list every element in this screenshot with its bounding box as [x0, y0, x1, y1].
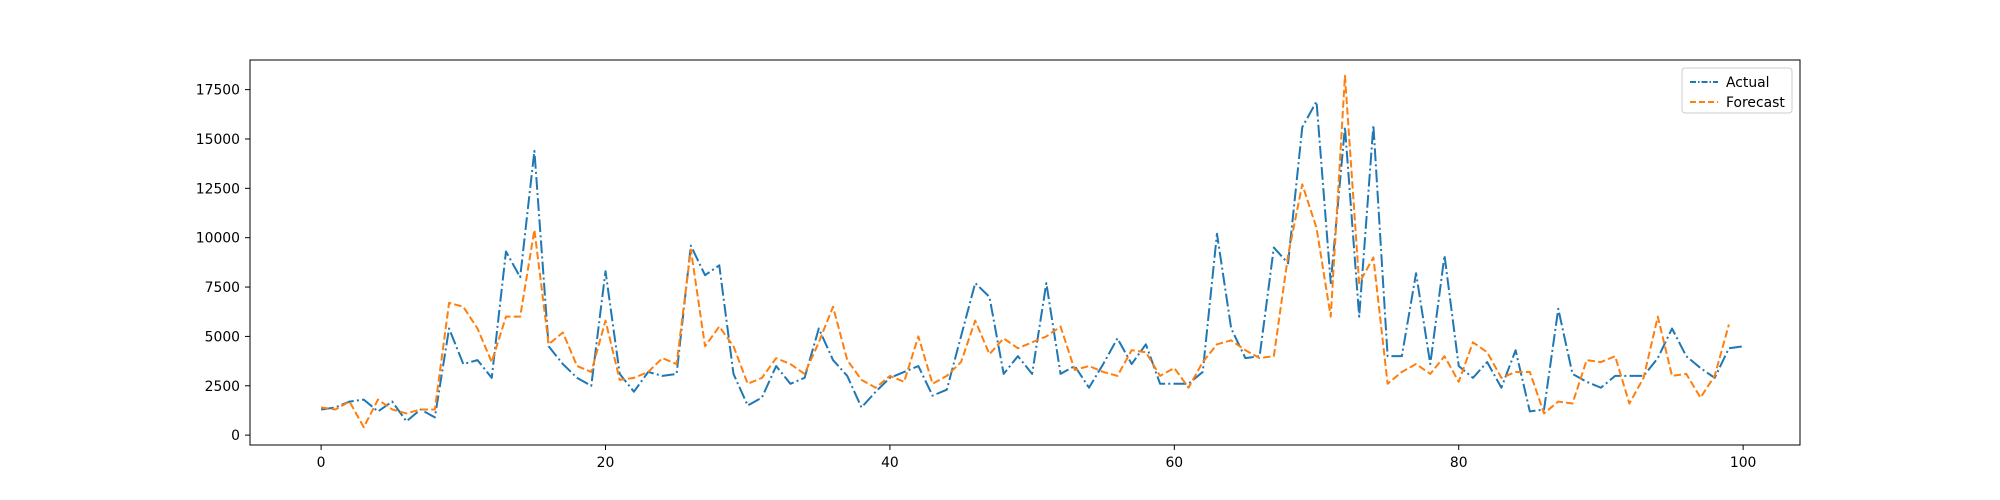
y-tick-label: 10000 — [196, 231, 240, 247]
series-line-forecast — [320, 74, 1730, 429]
legend-label-forecast: Forecast — [1726, 95, 1785, 111]
x-tick-label: 40 — [881, 455, 899, 471]
y-tick-label: 2500 — [205, 379, 240, 395]
x-tick-label: 60 — [1165, 455, 1183, 471]
y-tick-label: 5000 — [205, 329, 240, 345]
x-tick-label: 20 — [597, 455, 615, 471]
y-tick-label: 0 — [231, 428, 240, 444]
x-axis: 0 20 40 60 80 100 — [317, 445, 1757, 471]
legend-label-actual: Actual — [1726, 75, 1770, 91]
y-tick-label: 12500 — [196, 181, 240, 197]
x-tick-label: 0 — [317, 455, 326, 471]
x-tick-label: 80 — [1450, 455, 1468, 471]
legend: Actual Forecast — [1681, 67, 1793, 114]
plot-frame — [249, 59, 1801, 446]
x-tick-label: 100 — [1730, 455, 1757, 471]
y-tick-label: 7500 — [205, 280, 240, 296]
series-layer — [320, 74, 1744, 429]
y-tick-label: 17500 — [196, 83, 240, 99]
plot-area — [250, 60, 1800, 445]
y-tick-label: 15000 — [196, 132, 240, 148]
y-axis: 0 2500 5000 7500 10000 12500 15000 17500 — [196, 83, 250, 444]
